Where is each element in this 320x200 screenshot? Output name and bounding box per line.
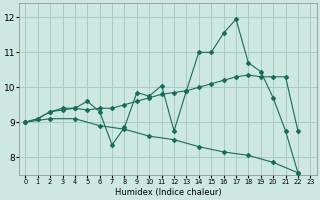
X-axis label: Humidex (Indice chaleur): Humidex (Indice chaleur) (115, 188, 221, 197)
